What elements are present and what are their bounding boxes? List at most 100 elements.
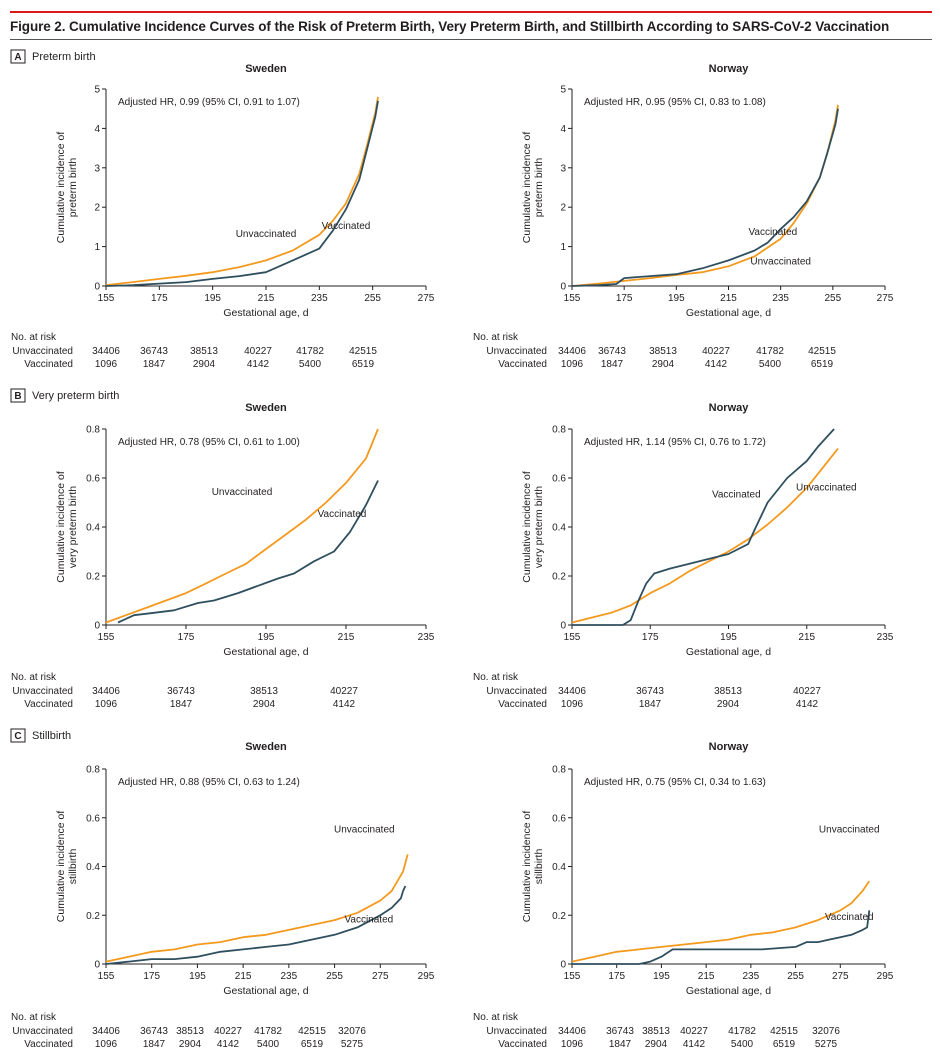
at-risk-value: 34406 xyxy=(558,1026,586,1037)
at-risk-value: 36743 xyxy=(140,346,168,357)
at-risk-header: No. at risk xyxy=(473,332,519,343)
hr-annotation: Adjusted HR, 0.75 (95% CI, 0.34 to 1.63) xyxy=(584,777,766,788)
series-label-unvaccinated: Unvaccinated xyxy=(236,229,297,240)
x-axis-label: Gestational age, d xyxy=(223,646,308,658)
x-tick-label: 255 xyxy=(787,971,804,982)
y-tick-label: 0 xyxy=(94,621,100,632)
panel-letter-box xyxy=(10,49,26,64)
at-risk-value: 2904 xyxy=(193,359,216,370)
at-risk-row-label: Unvaccinated xyxy=(12,686,73,697)
x-tick-label: 275 xyxy=(372,971,389,982)
series-label-vaccinated: Vaccinated xyxy=(825,912,874,923)
at-risk-value: 42515 xyxy=(298,1026,326,1037)
panel-letter: B xyxy=(14,391,21,402)
figure-title-rule xyxy=(10,39,932,40)
at-risk-value: 4142 xyxy=(705,359,728,370)
at-risk-value: 38513 xyxy=(642,1026,670,1037)
series-line-vaccinated xyxy=(105,100,379,287)
series-line-unvaccinated xyxy=(105,854,409,963)
at-risk-value: 38513 xyxy=(714,686,742,697)
y-tick-label: 0.8 xyxy=(86,425,100,436)
panel-letter: C xyxy=(14,731,21,742)
at-risk-value: 4142 xyxy=(247,359,270,370)
x-tick-label: 215 xyxy=(698,971,715,982)
at-risk-value: 5400 xyxy=(731,1039,754,1050)
hr-annotation: Adjusted HR, 0.78 (95% CI, 0.61 to 1.00) xyxy=(118,437,300,448)
y-axis-label-line: preterm birth xyxy=(533,158,545,218)
hr-annotation: Adjusted HR, 0.88 (95% CI, 0.63 to 1.24) xyxy=(118,777,300,788)
y-axis-label: Cumulative incidence ofvery preterm birt… xyxy=(521,471,545,583)
y-axis-label-line: Cumulative incidence of xyxy=(521,132,533,244)
at-risk-header: No. at risk xyxy=(11,1012,57,1023)
x-tick-label: 215 xyxy=(798,632,815,643)
x-axis-label: Gestational age, d xyxy=(223,985,308,997)
y-axis-label-line: stillbirth xyxy=(533,849,545,885)
at-risk-value: 40227 xyxy=(330,686,358,697)
y-axis-label-line: preterm birth xyxy=(67,158,79,218)
y-axis-label: Cumulative incidence ofstillbirth xyxy=(521,811,545,923)
chart-a-sweden: A Preterm birth Sweden 0 1 2 3 4 5 155 175 195 215 23… xyxy=(10,49,435,370)
at-risk-value: 1096 xyxy=(95,699,118,710)
series-line-vaccinated xyxy=(572,428,835,626)
panel-title: Stillbirth xyxy=(32,730,71,742)
chart-b-sweden: B Very preterm birth Sweden 0 0.2 0.4 0.6 0.8 15… xyxy=(10,388,435,710)
y-tick-label: 4 xyxy=(560,124,566,135)
hr-annotation: Adjusted HR, 0.95 (95% CI, 0.83 to 1.08) xyxy=(584,97,766,108)
at-risk-value: 2904 xyxy=(645,1039,668,1050)
panel-letter-box xyxy=(10,388,26,403)
at-risk-row-label: Vaccinated xyxy=(498,699,547,710)
x-axis-label: Gestational age, d xyxy=(223,307,308,319)
x-tick-label: 155 xyxy=(564,971,581,982)
chart-title: Norway xyxy=(709,402,750,414)
at-risk-value: 5275 xyxy=(815,1039,838,1050)
x-tick-label: 295 xyxy=(418,971,435,982)
at-risk-value: 1847 xyxy=(170,699,193,710)
chart-title: Sweden xyxy=(245,741,287,753)
y-tick-label: 2 xyxy=(560,203,566,214)
series-line-vaccinated xyxy=(117,480,379,624)
x-axis-label: Gestational age, d xyxy=(686,985,771,997)
x-tick-label: 275 xyxy=(418,293,435,304)
x-tick-label: 275 xyxy=(877,293,894,304)
at-risk-row-label: Unvaccinated xyxy=(486,1026,547,1037)
series-line-unvaccinated xyxy=(105,428,379,624)
at-risk-value: 34406 xyxy=(558,346,586,357)
chart-title: Norway xyxy=(709,63,750,75)
y-tick-label: 5 xyxy=(94,85,100,96)
x-tick-label: 195 xyxy=(258,632,275,643)
chart-title: Sweden xyxy=(245,63,287,75)
at-risk-value: 2904 xyxy=(652,359,675,370)
x-tick-label: 195 xyxy=(668,293,685,304)
chart-b-norway: Norway 0 0.2 0.4 0.6 0.8 155 175 195 215 235 Gestat… xyxy=(473,402,894,710)
at-risk-value: 6519 xyxy=(811,359,834,370)
at-risk-value: 42515 xyxy=(770,1026,798,1037)
hr-annotation: Adjusted HR, 0.99 (95% CI, 0.91 to 1.07) xyxy=(118,97,300,108)
at-risk-value: 5400 xyxy=(299,359,322,370)
y-axis-label-line: Cumulative incidence of xyxy=(55,471,67,583)
x-tick-label: 235 xyxy=(281,971,298,982)
chart-c-sweden: C Stillbirth Sweden 0 0.2 0.4 0.6 0.8 155 175 195 2… xyxy=(10,728,435,1050)
figure-top-rule xyxy=(10,11,932,13)
at-risk-value: 41782 xyxy=(728,1026,756,1037)
series-label-unvaccinated: Unvaccinated xyxy=(334,824,395,835)
x-tick-label: 235 xyxy=(311,293,328,304)
y-tick-label: 0 xyxy=(560,282,566,293)
chart-a-norway: Norway 0 1 2 3 4 5 155 175 195 215 235 255 275 Gestati… xyxy=(473,63,894,370)
chart-title: Norway xyxy=(709,741,750,753)
at-risk-value: 40227 xyxy=(680,1026,708,1037)
at-risk-value: 34406 xyxy=(92,686,120,697)
series-label-vaccinated: Vaccinated xyxy=(322,221,371,232)
x-tick-label: 295 xyxy=(877,971,894,982)
at-risk-value: 1847 xyxy=(143,1039,166,1050)
x-tick-label: 155 xyxy=(564,293,581,304)
y-tick-label: 0.8 xyxy=(552,425,566,436)
series-label-vaccinated: Vaccinated xyxy=(748,227,797,238)
y-tick-label: 0.4 xyxy=(552,862,566,873)
series-label-vaccinated: Vaccinated xyxy=(318,509,367,520)
x-tick-label: 235 xyxy=(418,632,435,643)
at-risk-value: 2904 xyxy=(253,699,276,710)
y-axis-label: Cumulative incidence ofpreterm birth xyxy=(521,132,545,244)
y-tick-label: 0.2 xyxy=(86,572,100,583)
at-risk-value: 6519 xyxy=(301,1039,324,1050)
at-risk-value: 40227 xyxy=(702,346,730,357)
